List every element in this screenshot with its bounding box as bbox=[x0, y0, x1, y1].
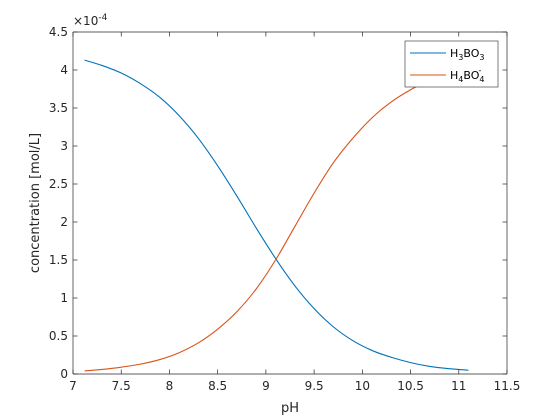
x-tick-label-1: 7.5 bbox=[112, 379, 131, 393]
axes-box bbox=[72, 31, 508, 375]
x-tick-label-2: 8 bbox=[166, 379, 174, 393]
y-tick-label-4: 2 bbox=[60, 215, 68, 229]
y-tick-label-8: 4 bbox=[60, 63, 68, 77]
x-tick-label-7: 10.5 bbox=[397, 379, 424, 393]
legend-label-h4bo4: H4BO4- bbox=[450, 66, 484, 84]
legend-box bbox=[404, 40, 499, 88]
x-tick-label-5: 9.5 bbox=[305, 379, 324, 393]
plot-area bbox=[73, 32, 507, 374]
x-tick-label-6: 10 bbox=[355, 379, 370, 393]
y-tick-label-9: 4.5 bbox=[49, 25, 68, 39]
y-tick-label-3: 1.5 bbox=[49, 253, 68, 267]
y-tick-label-7: 3.5 bbox=[49, 101, 68, 115]
series-line-1 bbox=[84, 65, 469, 372]
series-line-0 bbox=[84, 59, 469, 371]
x-tick-label-0: 7 bbox=[69, 379, 77, 393]
y-axis-label: concentration [mol/L] bbox=[28, 133, 43, 273]
ticks-layer: 7 7.5 8 8.5 9 9.5 10 10.5 11 11.500.511.522.533.5… bbox=[49, 25, 520, 393]
x-tick-label-4: 9 bbox=[262, 379, 270, 393]
x-tick-label-3: 8.5 bbox=[208, 379, 227, 393]
legend: H3BO3 H4BO4- bbox=[404, 40, 499, 88]
series-layer bbox=[84, 59, 469, 372]
y-tick-label-6: 3 bbox=[60, 139, 68, 153]
y-tick-label-0: 0 bbox=[60, 367, 68, 381]
y-exponent-label: ×10-4 bbox=[73, 13, 108, 28]
x-tick-label-8: 11 bbox=[451, 379, 466, 393]
x-axis-label: pH bbox=[281, 401, 299, 416]
y-tick-label-1: 0.5 bbox=[49, 329, 68, 343]
y-tick-label-5: 2.5 bbox=[49, 177, 68, 191]
x-tick-label-9: 11.5 bbox=[494, 379, 521, 393]
y-tick-label-2: 1 bbox=[60, 291, 68, 305]
legend-label-h3bo3: H3BO3 bbox=[450, 47, 484, 62]
